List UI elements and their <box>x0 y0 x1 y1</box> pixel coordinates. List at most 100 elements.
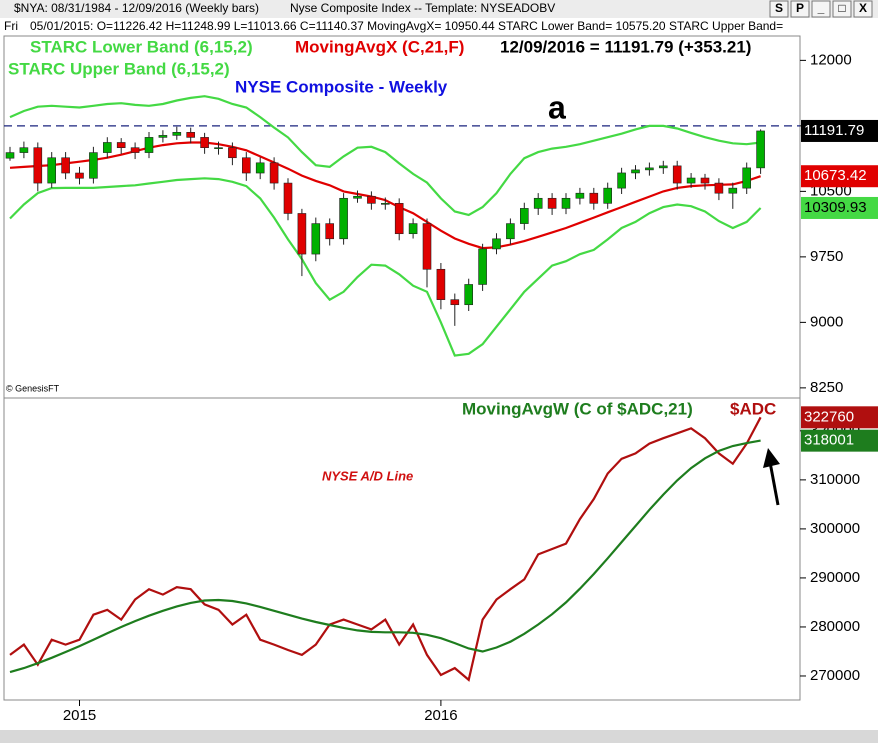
candle-body <box>506 223 515 240</box>
window-button-label: _ <box>817 1 825 15</box>
y-tick-label: 310000 <box>810 471 860 488</box>
last-value-box <box>801 119 878 142</box>
window-button[interactable] <box>769 0 789 18</box>
candle-body <box>172 132 182 136</box>
y-tick-label: 9750 <box>810 248 843 265</box>
candle-body <box>547 197 557 209</box>
arrow-head <box>763 448 780 468</box>
candle-body <box>242 157 251 174</box>
last-value-label: 10673.42 <box>804 167 867 184</box>
y-tick-label: 270000 <box>810 667 860 684</box>
candle-body <box>380 203 390 205</box>
index-info: Nyse Composite Index -- Template: NYSEAD… <box>290 1 555 15</box>
window-button[interactable] <box>853 0 873 18</box>
candle-body <box>228 147 237 159</box>
window-button[interactable] <box>832 0 852 18</box>
candle-body <box>617 172 626 189</box>
legend-entry: $ADC <box>730 399 776 418</box>
quote-info: 05/01/2015: O=11226.42 H=11248.99 L=1101… <box>30 19 783 33</box>
candle-body <box>255 162 265 174</box>
symbol-info: $NYA: 08/31/1984 - 12/09/2016 (Weekly ba… <box>14 1 259 15</box>
y-tick-label: 8250 <box>810 379 843 396</box>
candle-body <box>658 165 668 169</box>
candle-body <box>464 284 474 306</box>
annotation: NYSE A/D Line <box>322 468 413 483</box>
last-value-box <box>801 406 878 429</box>
candle-body <box>367 195 376 204</box>
window-button-label: P <box>796 1 804 15</box>
candle-body <box>200 137 209 149</box>
candle-body <box>478 248 487 285</box>
candle-body <box>728 187 738 194</box>
last-value-label: 11191.79 <box>804 122 864 139</box>
candle-body <box>5 152 15 159</box>
scrollbar <box>0 730 878 743</box>
last-value-box <box>801 429 878 452</box>
candle-body <box>450 299 460 306</box>
candle-body <box>19 147 29 153</box>
window-button[interactable] <box>811 0 831 18</box>
title-bar <box>0 0 878 18</box>
candle-body <box>756 130 765 169</box>
x-tick-label: 2016 <box>424 707 457 724</box>
candle-body <box>116 142 126 149</box>
candle-body <box>603 187 613 204</box>
y-tick-label: 12000 <box>810 51 852 68</box>
candle-body <box>631 169 640 174</box>
legend-entry: STARC Upper Band (6,15,2) <box>8 59 230 78</box>
plot-frame <box>3 35 801 701</box>
arrow-shaft <box>768 461 780 506</box>
window-button-label: □ <box>838 1 845 15</box>
candle-body <box>714 182 724 194</box>
candle-body <box>436 268 446 300</box>
chart-title: NYSE Composite - Weekly <box>235 77 448 96</box>
day: Fri <box>4 19 18 33</box>
candle-body <box>61 157 70 174</box>
candle-body <box>214 147 223 150</box>
window-button-label: S <box>775 1 783 15</box>
candle-body <box>561 197 571 209</box>
window-button-label: X <box>859 1 867 15</box>
candle-body <box>144 137 154 153</box>
y-tick-label: 300000 <box>810 520 860 537</box>
candle-body <box>325 223 335 240</box>
y-tick-label: 280000 <box>810 618 860 635</box>
last-value-label: 322760 <box>804 408 854 425</box>
candle-body <box>645 167 654 171</box>
watermark: © GenesisFT <box>6 383 60 393</box>
candle-body <box>311 223 321 255</box>
window-buttons: S P _ □ X <box>769 0 873 18</box>
candle-body <box>75 172 84 179</box>
candle-body <box>575 192 585 199</box>
y-tick-label: 290000 <box>810 569 860 586</box>
legend-entry: STARC Lower Band (6,15,2) <box>30 37 253 56</box>
quote: 12/09/2016 = 11191.79 (+353.21) <box>500 37 751 56</box>
x-tick-label: 2015 <box>63 707 96 724</box>
last-value-box <box>801 196 878 219</box>
series-line <box>9 177 762 357</box>
legend-entry: MovingAvgW (C of $ADC,21) <box>462 399 693 418</box>
candle-body <box>33 147 43 184</box>
candle-body <box>283 182 293 214</box>
candle-body <box>297 213 307 255</box>
candle-body <box>47 157 57 184</box>
candle-body <box>158 135 168 138</box>
candle-body <box>408 223 418 235</box>
candle-body <box>492 238 501 250</box>
series-line <box>9 95 761 217</box>
candle-body <box>533 197 543 209</box>
candle-body <box>339 197 348 240</box>
candle-body <box>394 203 404 235</box>
legend-entry: MovingAvgX (C,21,F) <box>295 37 464 56</box>
y-tick-label: 9000 <box>810 313 843 330</box>
candle-body <box>700 177 710 184</box>
candle-body <box>422 223 432 270</box>
window-button[interactable] <box>790 0 810 18</box>
candle-body <box>589 192 599 204</box>
candle-body <box>269 162 279 184</box>
candle-body <box>742 167 752 189</box>
series-line <box>9 439 761 674</box>
annotation: a <box>548 89 566 125</box>
